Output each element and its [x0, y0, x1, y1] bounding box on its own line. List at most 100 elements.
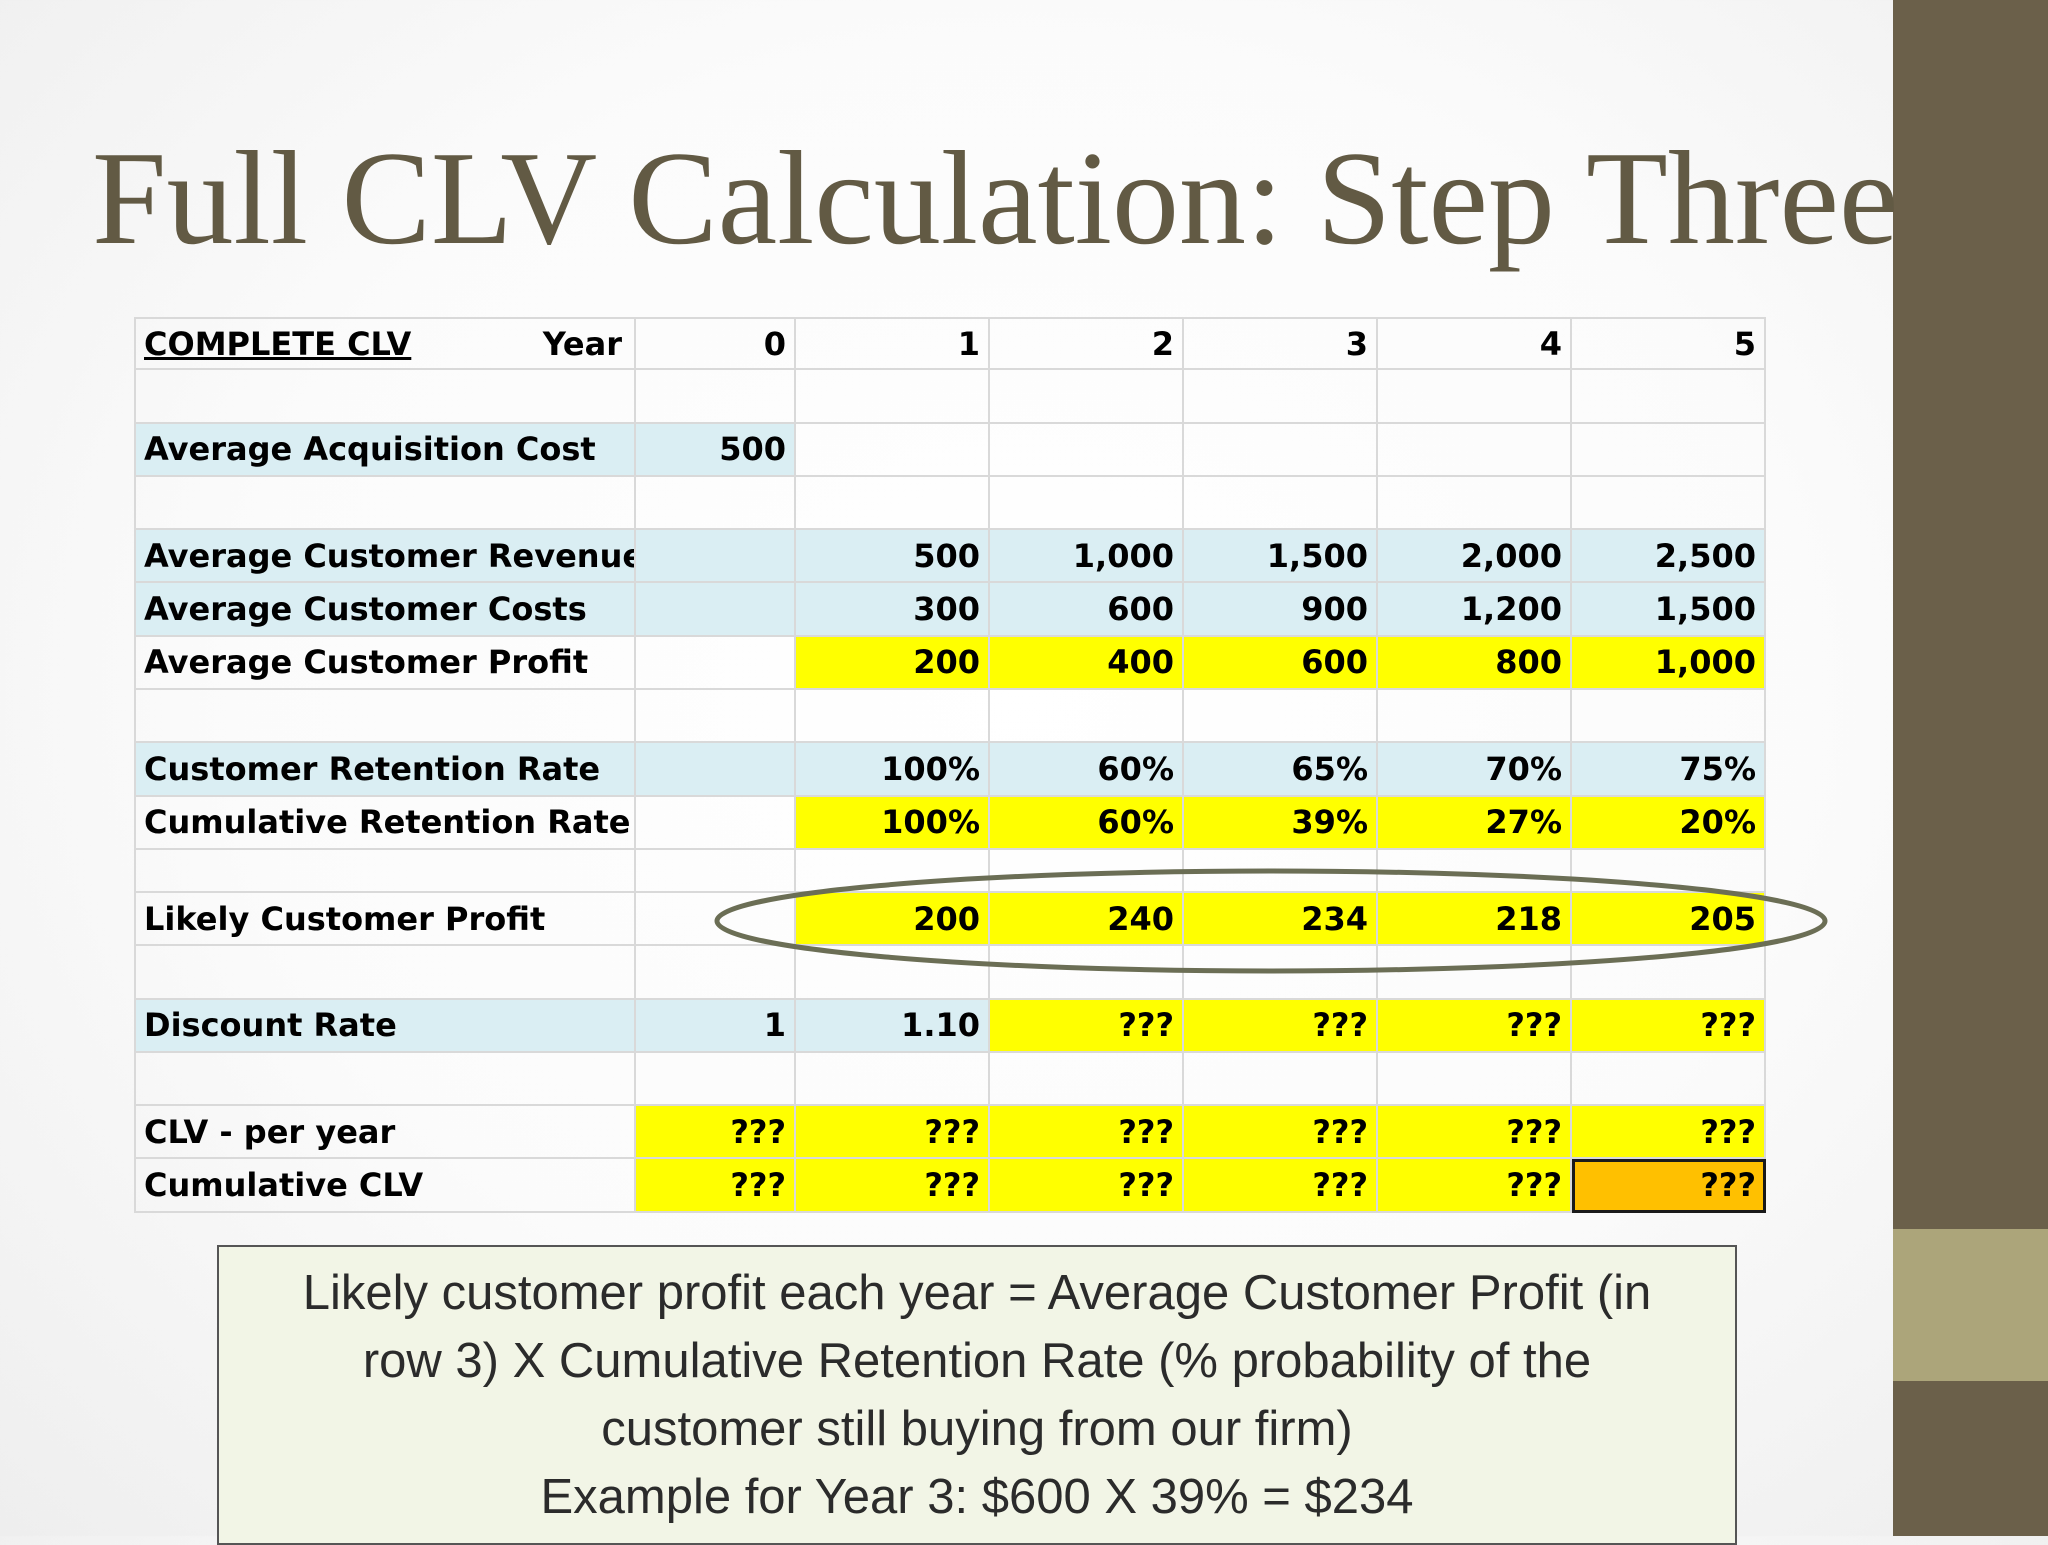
cumulative-retention-value: 60%: [990, 796, 1184, 850]
year-cell: 5: [1572, 317, 1766, 371]
acquisition-value: [990, 423, 1184, 477]
empty-cell: [134, 849, 636, 893]
clv-per-year-value: ???: [1378, 1106, 1572, 1160]
cumulative-clv-label: Cumulative CLV: [134, 1159, 636, 1213]
costs-value: 1,200: [1378, 583, 1572, 637]
acquisition-value: [1378, 423, 1572, 477]
profit-value: 600: [1184, 636, 1378, 691]
acquisition-label: Average Acquisition Cost: [134, 423, 636, 477]
acquisition-value: [796, 423, 990, 477]
empty-cell: [134, 476, 636, 531]
retention-value: [636, 743, 796, 797]
revenue-value: 1,000: [990, 530, 1184, 584]
sidebar-accent: [1893, 1229, 2048, 1381]
cumulative-clv-value: ???: [990, 1159, 1184, 1213]
cumulative-retention-value: 100%: [796, 796, 990, 850]
empty-cell: [1184, 370, 1378, 424]
cumulative-clv-result: ???: [1572, 1159, 1766, 1213]
empty-cell: [1378, 1052, 1572, 1107]
costs-value: [636, 583, 796, 637]
year-cell: 4: [1378, 317, 1572, 371]
empty-cell: [1184, 946, 1378, 1000]
discount-label: Discount Rate: [134, 999, 636, 1053]
empty-cell: [1572, 946, 1766, 1000]
year-cell: 2: [990, 317, 1184, 371]
costs-value: 1,500: [1572, 583, 1766, 637]
empty-cell: [990, 476, 1184, 531]
revenue-value: 2,000: [1378, 530, 1572, 584]
cumulative-clv-value: ???: [1184, 1159, 1378, 1213]
empty-cell: [1572, 849, 1766, 893]
cumulative-retention-label: Cumulative Retention Rate: [134, 796, 636, 850]
likely-profit-value: [636, 892, 796, 947]
discount-value: ???: [990, 999, 1184, 1053]
empty-cell: [796, 476, 990, 531]
empty-cell: [796, 849, 990, 893]
costs-label: Average Customer Costs: [134, 583, 636, 637]
clv-per-year-value: ???: [636, 1106, 796, 1160]
empty-cell: [1378, 946, 1572, 1000]
empty-cell: [990, 849, 1184, 893]
retention-label: Customer Retention Rate: [134, 743, 636, 797]
retention-value: 75%: [1572, 743, 1766, 797]
empty-cell: [990, 370, 1184, 424]
empty-cell: [134, 1052, 636, 1107]
cumulative-retention-value: 20%: [1572, 796, 1766, 850]
empty-cell: [1572, 476, 1766, 531]
empty-cell: [990, 946, 1184, 1000]
clv-per-year-value: ???: [796, 1106, 990, 1160]
explanation-note: Likely customer profit each year = Avera…: [217, 1245, 1737, 1545]
empty-cell: [1184, 476, 1378, 531]
note-line: row 3) X Cumulative Retention Rate (% pr…: [362, 1334, 1592, 1388]
empty-cell: [636, 690, 796, 744]
acquisition-value: [1572, 423, 1766, 477]
empty-cell: [134, 370, 636, 424]
empty-cell: [796, 946, 990, 1000]
costs-value: 300: [796, 583, 990, 637]
empty-cell: [796, 690, 990, 744]
discount-value: ???: [1572, 999, 1766, 1053]
likely-profit-value: 205: [1572, 892, 1766, 947]
likely-profit-value: 240: [990, 892, 1184, 947]
clv-per-year-label: CLV - per year: [134, 1106, 636, 1160]
empty-cell: [990, 690, 1184, 744]
note-line: customer still buying from our firm): [601, 1402, 1353, 1456]
acquisition-value: [1184, 423, 1378, 477]
revenue-value: 1,500: [1184, 530, 1378, 584]
empty-cell: [1184, 1052, 1378, 1107]
likely-profit-value: 234: [1184, 892, 1378, 947]
acquisition-value: 500: [636, 423, 796, 477]
empty-cell: [636, 849, 796, 893]
empty-cell: [1572, 1052, 1766, 1107]
empty-cell: [636, 946, 796, 1000]
cumulative-retention-value: 27%: [1378, 796, 1572, 850]
revenue-value: 500: [796, 530, 990, 584]
cumulative-clv-value: ???: [636, 1159, 796, 1213]
costs-value: 600: [990, 583, 1184, 637]
profit-value: [636, 636, 796, 691]
profit-value: 800: [1378, 636, 1572, 691]
empty-cell: [796, 370, 990, 424]
empty-cell: [1184, 690, 1378, 744]
empty-cell: [636, 370, 796, 424]
empty-cell: [134, 946, 636, 1000]
profit-value: 1,000: [1572, 636, 1766, 691]
year-cell: 1: [796, 317, 990, 371]
empty-cell: [1378, 690, 1572, 744]
clv-per-year-value: ???: [990, 1106, 1184, 1160]
likely-profit-value: 200: [796, 892, 990, 947]
discount-value: ???: [1378, 999, 1572, 1053]
year-cell: 3: [1184, 317, 1378, 371]
cumulative-retention-value: 39%: [1184, 796, 1378, 850]
year-cell: 0: [636, 317, 796, 371]
cumulative-clv-value: ???: [796, 1159, 990, 1213]
costs-value: 900: [1184, 583, 1378, 637]
clv-per-year-value: ???: [1572, 1106, 1766, 1160]
revenue-value: [636, 530, 796, 584]
cumulative-clv-value: ???: [1378, 1159, 1572, 1213]
empty-cell: [1378, 370, 1572, 424]
empty-cell: [636, 476, 796, 531]
note-line: Example for Year 3: $600 X 39% = $234: [540, 1470, 1414, 1524]
header-cell: COMPLETE CLV Year: [134, 317, 636, 371]
retention-value: 70%: [1378, 743, 1572, 797]
